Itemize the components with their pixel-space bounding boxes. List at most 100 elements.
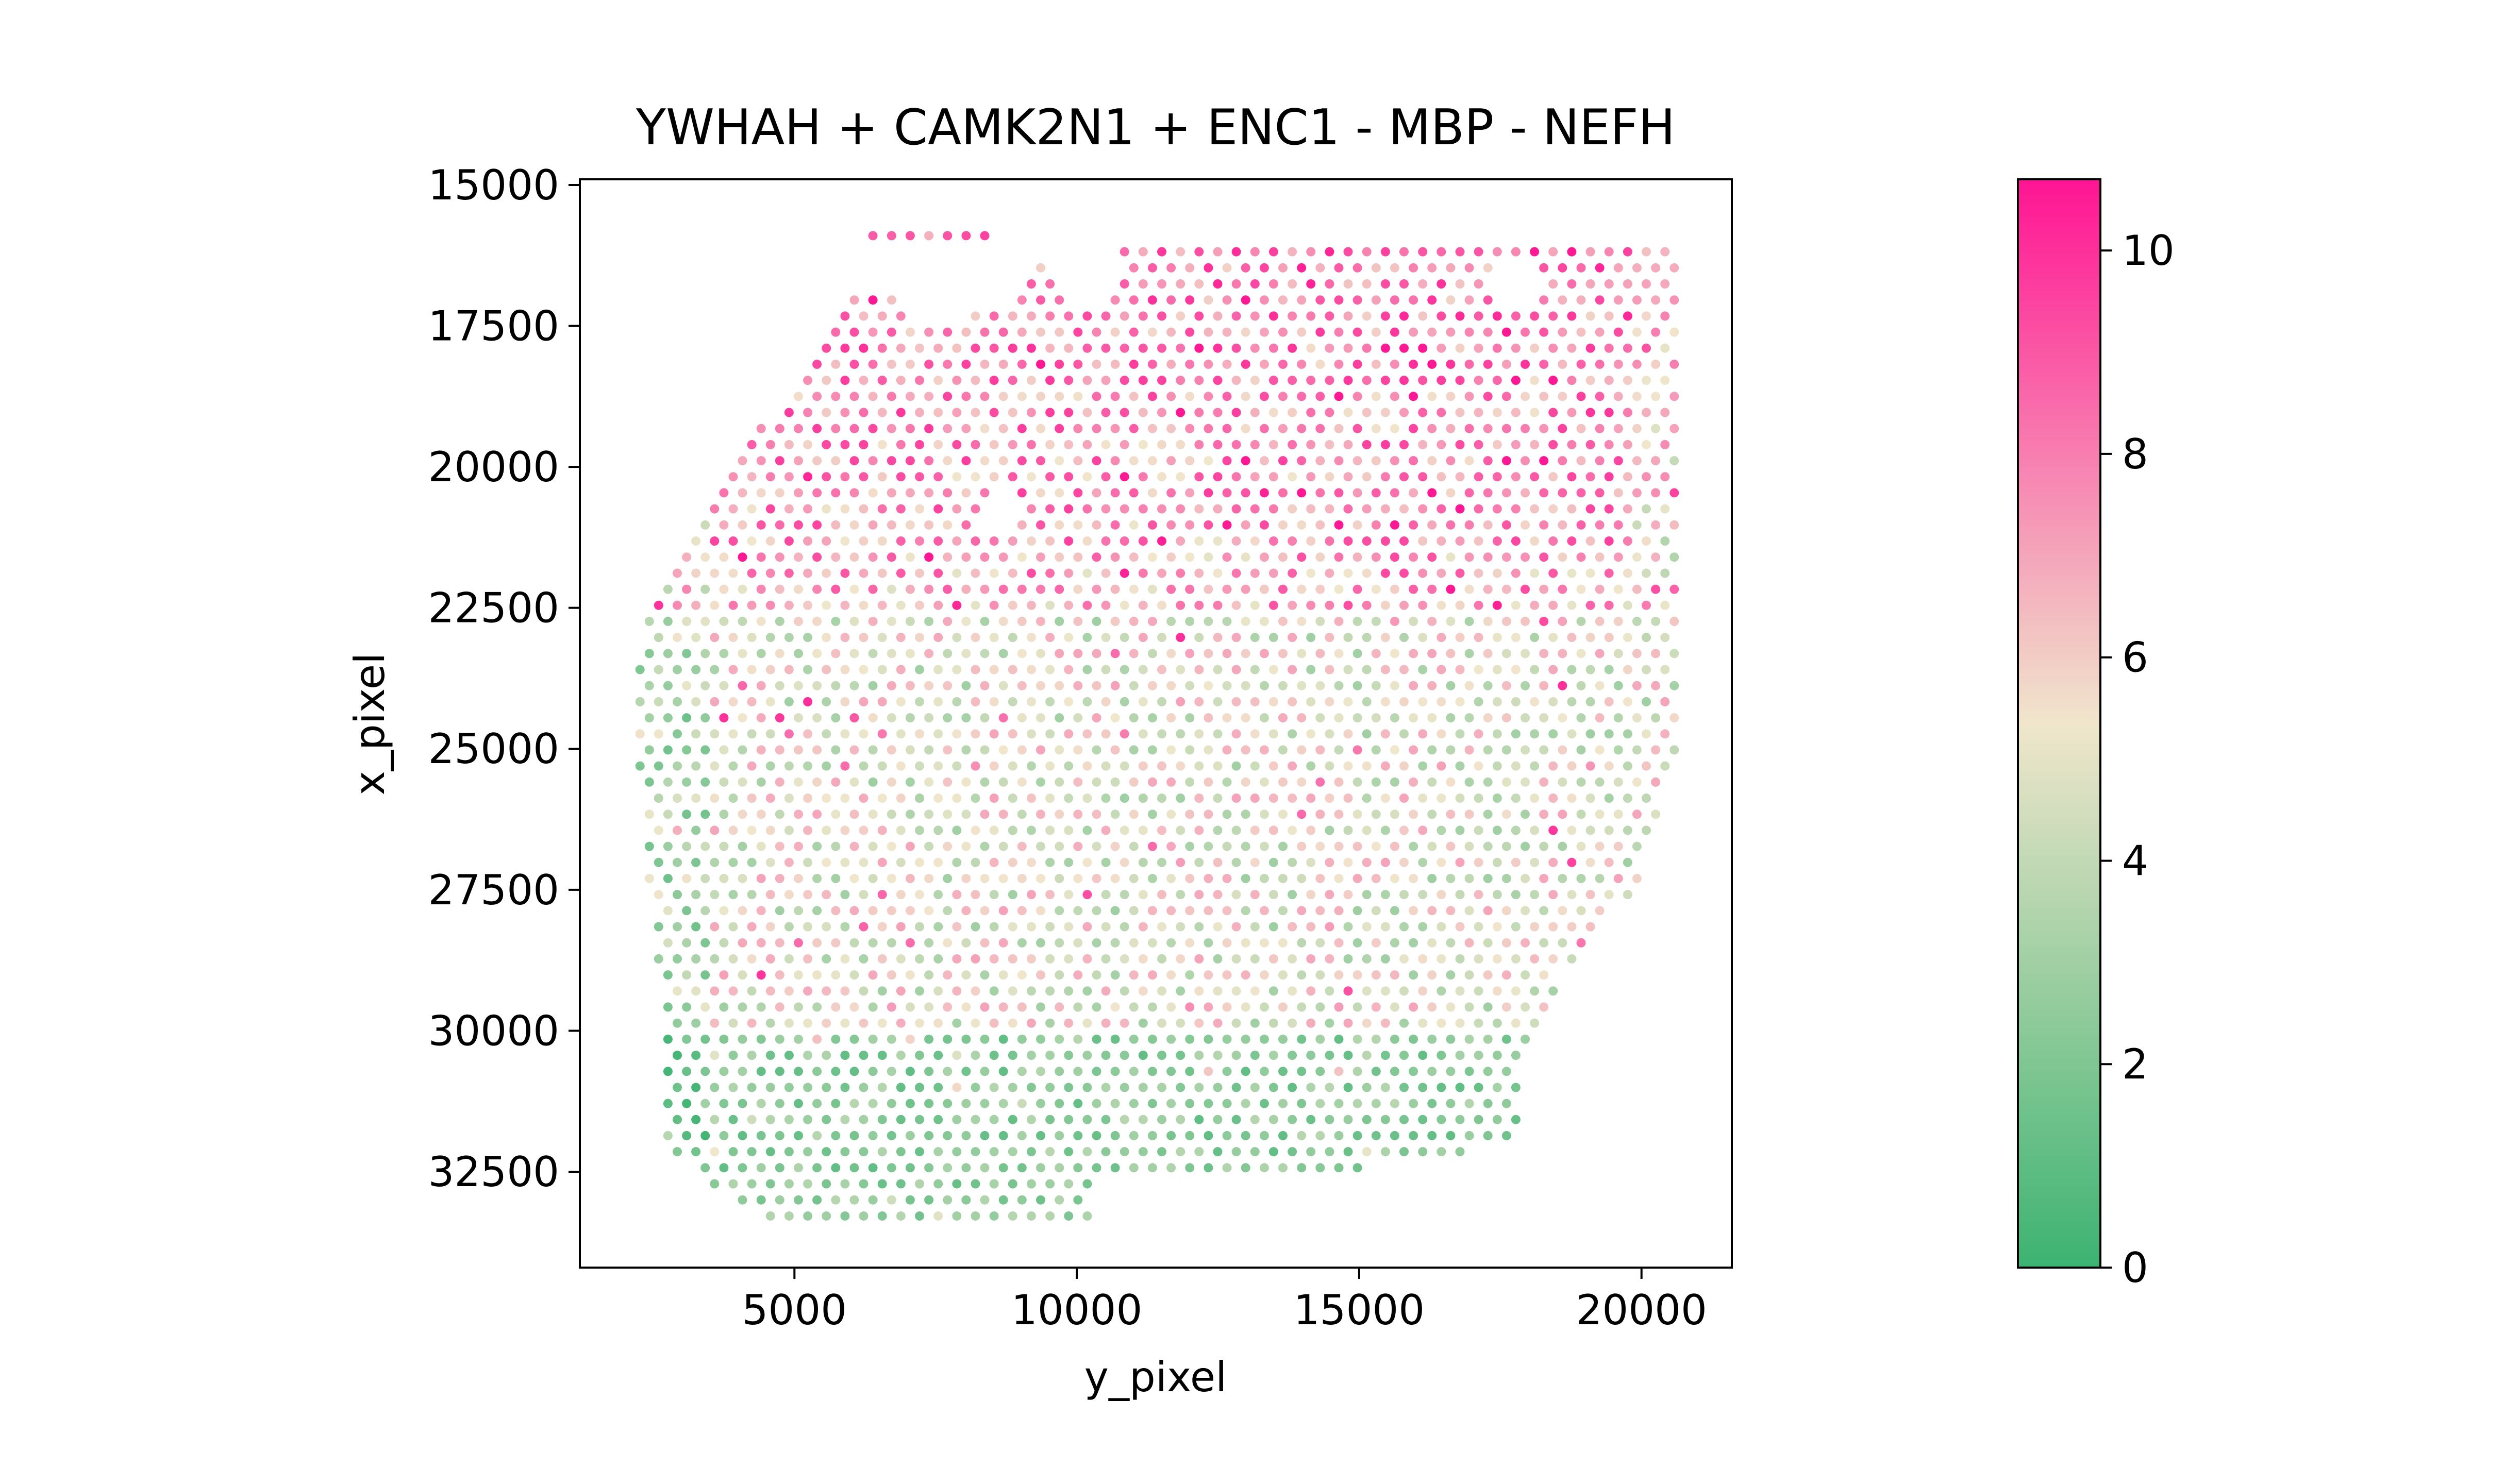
- data-point: [1483, 1099, 1493, 1108]
- data-point: [1241, 970, 1250, 980]
- data-point: [1418, 954, 1428, 964]
- data-point: [1120, 794, 1129, 803]
- data-point: [1492, 890, 1502, 900]
- data-point: [1185, 263, 1195, 273]
- data-point: [1483, 520, 1493, 530]
- data-point: [1166, 1067, 1176, 1076]
- data-point: [1101, 761, 1111, 771]
- data-point: [756, 681, 766, 690]
- data-point: [784, 922, 794, 932]
- data-point: [1567, 954, 1577, 964]
- data-point: [1474, 279, 1483, 289]
- data-point: [1147, 777, 1157, 787]
- data-point: [971, 1018, 980, 1028]
- data-point: [1334, 938, 1344, 948]
- data-point: [1204, 1034, 1213, 1044]
- data-point: [1110, 359, 1120, 369]
- data-point: [1548, 440, 1558, 449]
- data-point: [915, 697, 924, 706]
- data-point: [1558, 873, 1567, 883]
- data-point: [1352, 359, 1362, 369]
- data-point: [1343, 504, 1353, 514]
- data-point: [1334, 1002, 1344, 1012]
- data-point: [1204, 1099, 1213, 1108]
- data-point: [1026, 697, 1036, 706]
- data-point: [1176, 825, 1185, 835]
- data-point: [1017, 295, 1027, 305]
- data-point: [1409, 359, 1418, 369]
- data-point: [1642, 408, 1651, 417]
- data-point: [1334, 1067, 1344, 1076]
- data-point: [1036, 1131, 1045, 1140]
- data-point: [1483, 1034, 1493, 1044]
- data-point: [1548, 472, 1558, 482]
- data-point: [1176, 247, 1185, 257]
- data-point: [1576, 810, 1586, 819]
- data-point: [1026, 1147, 1036, 1157]
- data-point: [1380, 472, 1390, 482]
- data-point: [1110, 584, 1120, 594]
- data-point: [1334, 1163, 1344, 1173]
- data-point: [1334, 681, 1344, 690]
- data-point: [1325, 279, 1334, 289]
- data-point: [1669, 552, 1679, 562]
- data-point: [831, 1099, 841, 1108]
- data-point: [1259, 1163, 1269, 1173]
- data-point: [831, 392, 841, 401]
- data-point: [924, 392, 934, 401]
- data-point: [1073, 1163, 1083, 1173]
- data-point: [989, 665, 999, 674]
- data-point: [1185, 906, 1195, 916]
- data-point: [1362, 954, 1372, 964]
- data-point: [1530, 922, 1540, 932]
- data-point: [1045, 922, 1055, 932]
- data-point: [1511, 1083, 1521, 1092]
- data-point: [747, 697, 757, 706]
- data-point: [1483, 424, 1493, 433]
- data-point: [765, 922, 775, 932]
- data-point: [1250, 600, 1260, 610]
- data-point: [1297, 1163, 1307, 1173]
- data-point: [1567, 697, 1577, 706]
- data-point: [989, 890, 999, 900]
- data-point: [924, 520, 934, 530]
- data-point: [1371, 1002, 1381, 1012]
- data-point: [710, 729, 720, 739]
- data-point: [1222, 1131, 1232, 1140]
- data-point: [1185, 520, 1195, 530]
- data-point: [1530, 472, 1540, 482]
- data-point: [1362, 794, 1372, 803]
- data-point: [1315, 295, 1325, 305]
- data-point: [1101, 408, 1111, 417]
- data-point: [1222, 488, 1232, 498]
- data-point: [1008, 1211, 1017, 1221]
- data-point: [887, 1034, 896, 1044]
- data-point: [943, 970, 953, 980]
- data-point: [1362, 1018, 1372, 1028]
- data-point: [775, 681, 784, 690]
- data-point: [1669, 713, 1679, 723]
- data-point: [1399, 1147, 1409, 1157]
- data-point: [1129, 906, 1139, 916]
- data-point: [1362, 1115, 1372, 1124]
- data-point: [1241, 1067, 1250, 1076]
- data-point: [1418, 857, 1428, 867]
- data-point: [822, 504, 831, 514]
- data-point: [700, 520, 710, 530]
- data-point: [896, 825, 906, 835]
- data-point: [1315, 1131, 1325, 1140]
- data-point: [1064, 1211, 1074, 1221]
- data-point: [1138, 343, 1148, 353]
- data-point: [971, 857, 980, 867]
- data-point: [700, 810, 710, 819]
- data-point: [1585, 922, 1595, 932]
- data-point: [1390, 327, 1399, 337]
- data-point: [756, 1131, 766, 1140]
- data-point: [1558, 295, 1567, 305]
- data-point: [1437, 986, 1446, 996]
- data-point: [1343, 857, 1353, 867]
- data-point: [1474, 440, 1483, 449]
- data-point: [794, 1099, 803, 1108]
- data-point: [1548, 729, 1558, 739]
